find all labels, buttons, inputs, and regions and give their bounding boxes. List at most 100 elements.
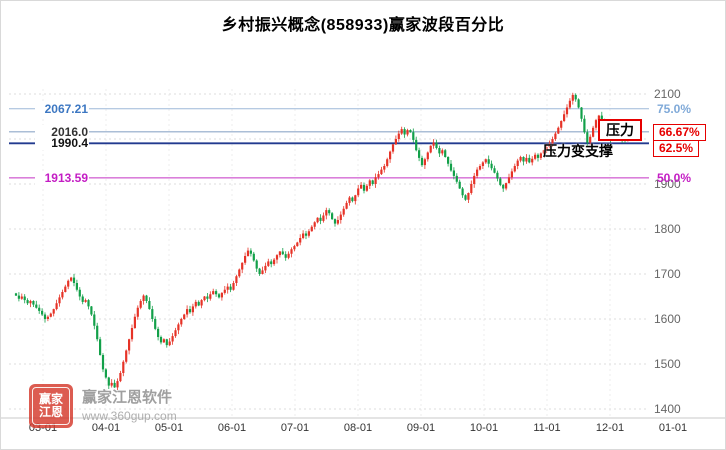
candle <box>157 328 160 337</box>
candle <box>403 129 406 135</box>
candle <box>264 265 267 271</box>
candle <box>130 328 134 340</box>
watermark-text: 赢家江恩软件 www.360gup.com <box>82 389 177 423</box>
candle <box>23 296 26 301</box>
candle <box>565 107 569 115</box>
candle <box>374 177 377 184</box>
candle <box>142 295 145 301</box>
candle <box>191 306 194 313</box>
candle <box>310 226 313 232</box>
candle <box>64 286 67 292</box>
candle <box>493 168 496 173</box>
candle <box>415 139 418 151</box>
candle <box>72 277 76 283</box>
candle <box>371 180 374 184</box>
candle <box>104 369 107 378</box>
watermark-url: www.360gup.com <box>82 409 177 423</box>
chart-title: 乡村振兴概念(858933)赢家波段百分比 <box>221 17 505 34</box>
candle <box>426 152 429 160</box>
candle <box>331 213 334 220</box>
candle <box>484 159 487 163</box>
candle <box>391 144 395 152</box>
candle <box>461 188 464 196</box>
candle <box>223 289 226 293</box>
candle <box>470 184 473 193</box>
candle <box>571 94 574 101</box>
candle <box>458 181 461 189</box>
candle <box>444 150 447 157</box>
candle <box>110 382 113 386</box>
candle <box>322 215 325 221</box>
candle <box>299 238 302 243</box>
candle <box>473 175 476 184</box>
candle <box>238 269 241 277</box>
candle <box>583 118 586 133</box>
candle <box>380 169 383 175</box>
winner-gann-logo-text: 赢家 江恩 <box>32 387 70 425</box>
candle <box>348 197 351 203</box>
candle <box>354 195 357 202</box>
candle <box>215 291 218 295</box>
candle <box>183 314 186 319</box>
candle <box>560 121 563 128</box>
candle <box>586 132 589 143</box>
candle <box>232 283 235 290</box>
candle <box>513 166 516 172</box>
candle <box>296 242 299 247</box>
candle <box>122 361 125 373</box>
candle <box>342 208 345 215</box>
candle <box>217 294 221 298</box>
candle <box>107 377 110 386</box>
candle <box>49 313 52 317</box>
candle <box>32 301 35 305</box>
candle <box>67 280 70 287</box>
candle <box>209 294 212 299</box>
candle <box>432 142 435 146</box>
candle <box>568 100 571 108</box>
candle <box>17 295 20 299</box>
candle <box>510 171 513 178</box>
candle <box>52 309 55 314</box>
candle <box>580 107 583 119</box>
candle <box>438 148 441 154</box>
candle <box>249 250 252 254</box>
candle <box>316 217 319 223</box>
candle <box>84 300 87 302</box>
candle <box>197 301 200 306</box>
candle <box>246 250 250 256</box>
candle <box>333 219 337 224</box>
candle <box>406 130 409 135</box>
candle <box>180 319 183 325</box>
candle <box>162 339 165 343</box>
candle <box>206 296 209 299</box>
candle <box>383 166 386 170</box>
candle <box>284 254 287 258</box>
candle <box>26 300 29 304</box>
candle <box>597 115 600 121</box>
candle <box>101 355 105 370</box>
candle <box>125 350 128 362</box>
candle <box>389 151 392 160</box>
candle <box>119 373 122 382</box>
candle <box>420 157 424 166</box>
candle <box>226 286 229 290</box>
candle <box>252 253 255 261</box>
candle <box>194 301 197 307</box>
candle <box>481 162 484 166</box>
candle <box>505 183 508 189</box>
candle <box>409 130 412 133</box>
candle <box>557 127 560 134</box>
candle <box>136 307 139 317</box>
candle <box>423 159 426 166</box>
logo-line-2: 江恩 <box>38 405 63 419</box>
candle <box>275 255 279 260</box>
candle <box>188 309 192 313</box>
pressure-annotation: 压力 <box>598 119 642 141</box>
candle <box>467 193 470 200</box>
candle <box>542 150 545 154</box>
candle <box>235 276 238 283</box>
candle <box>377 174 380 178</box>
candle <box>449 163 453 171</box>
candle <box>116 381 119 388</box>
candle <box>589 136 592 143</box>
